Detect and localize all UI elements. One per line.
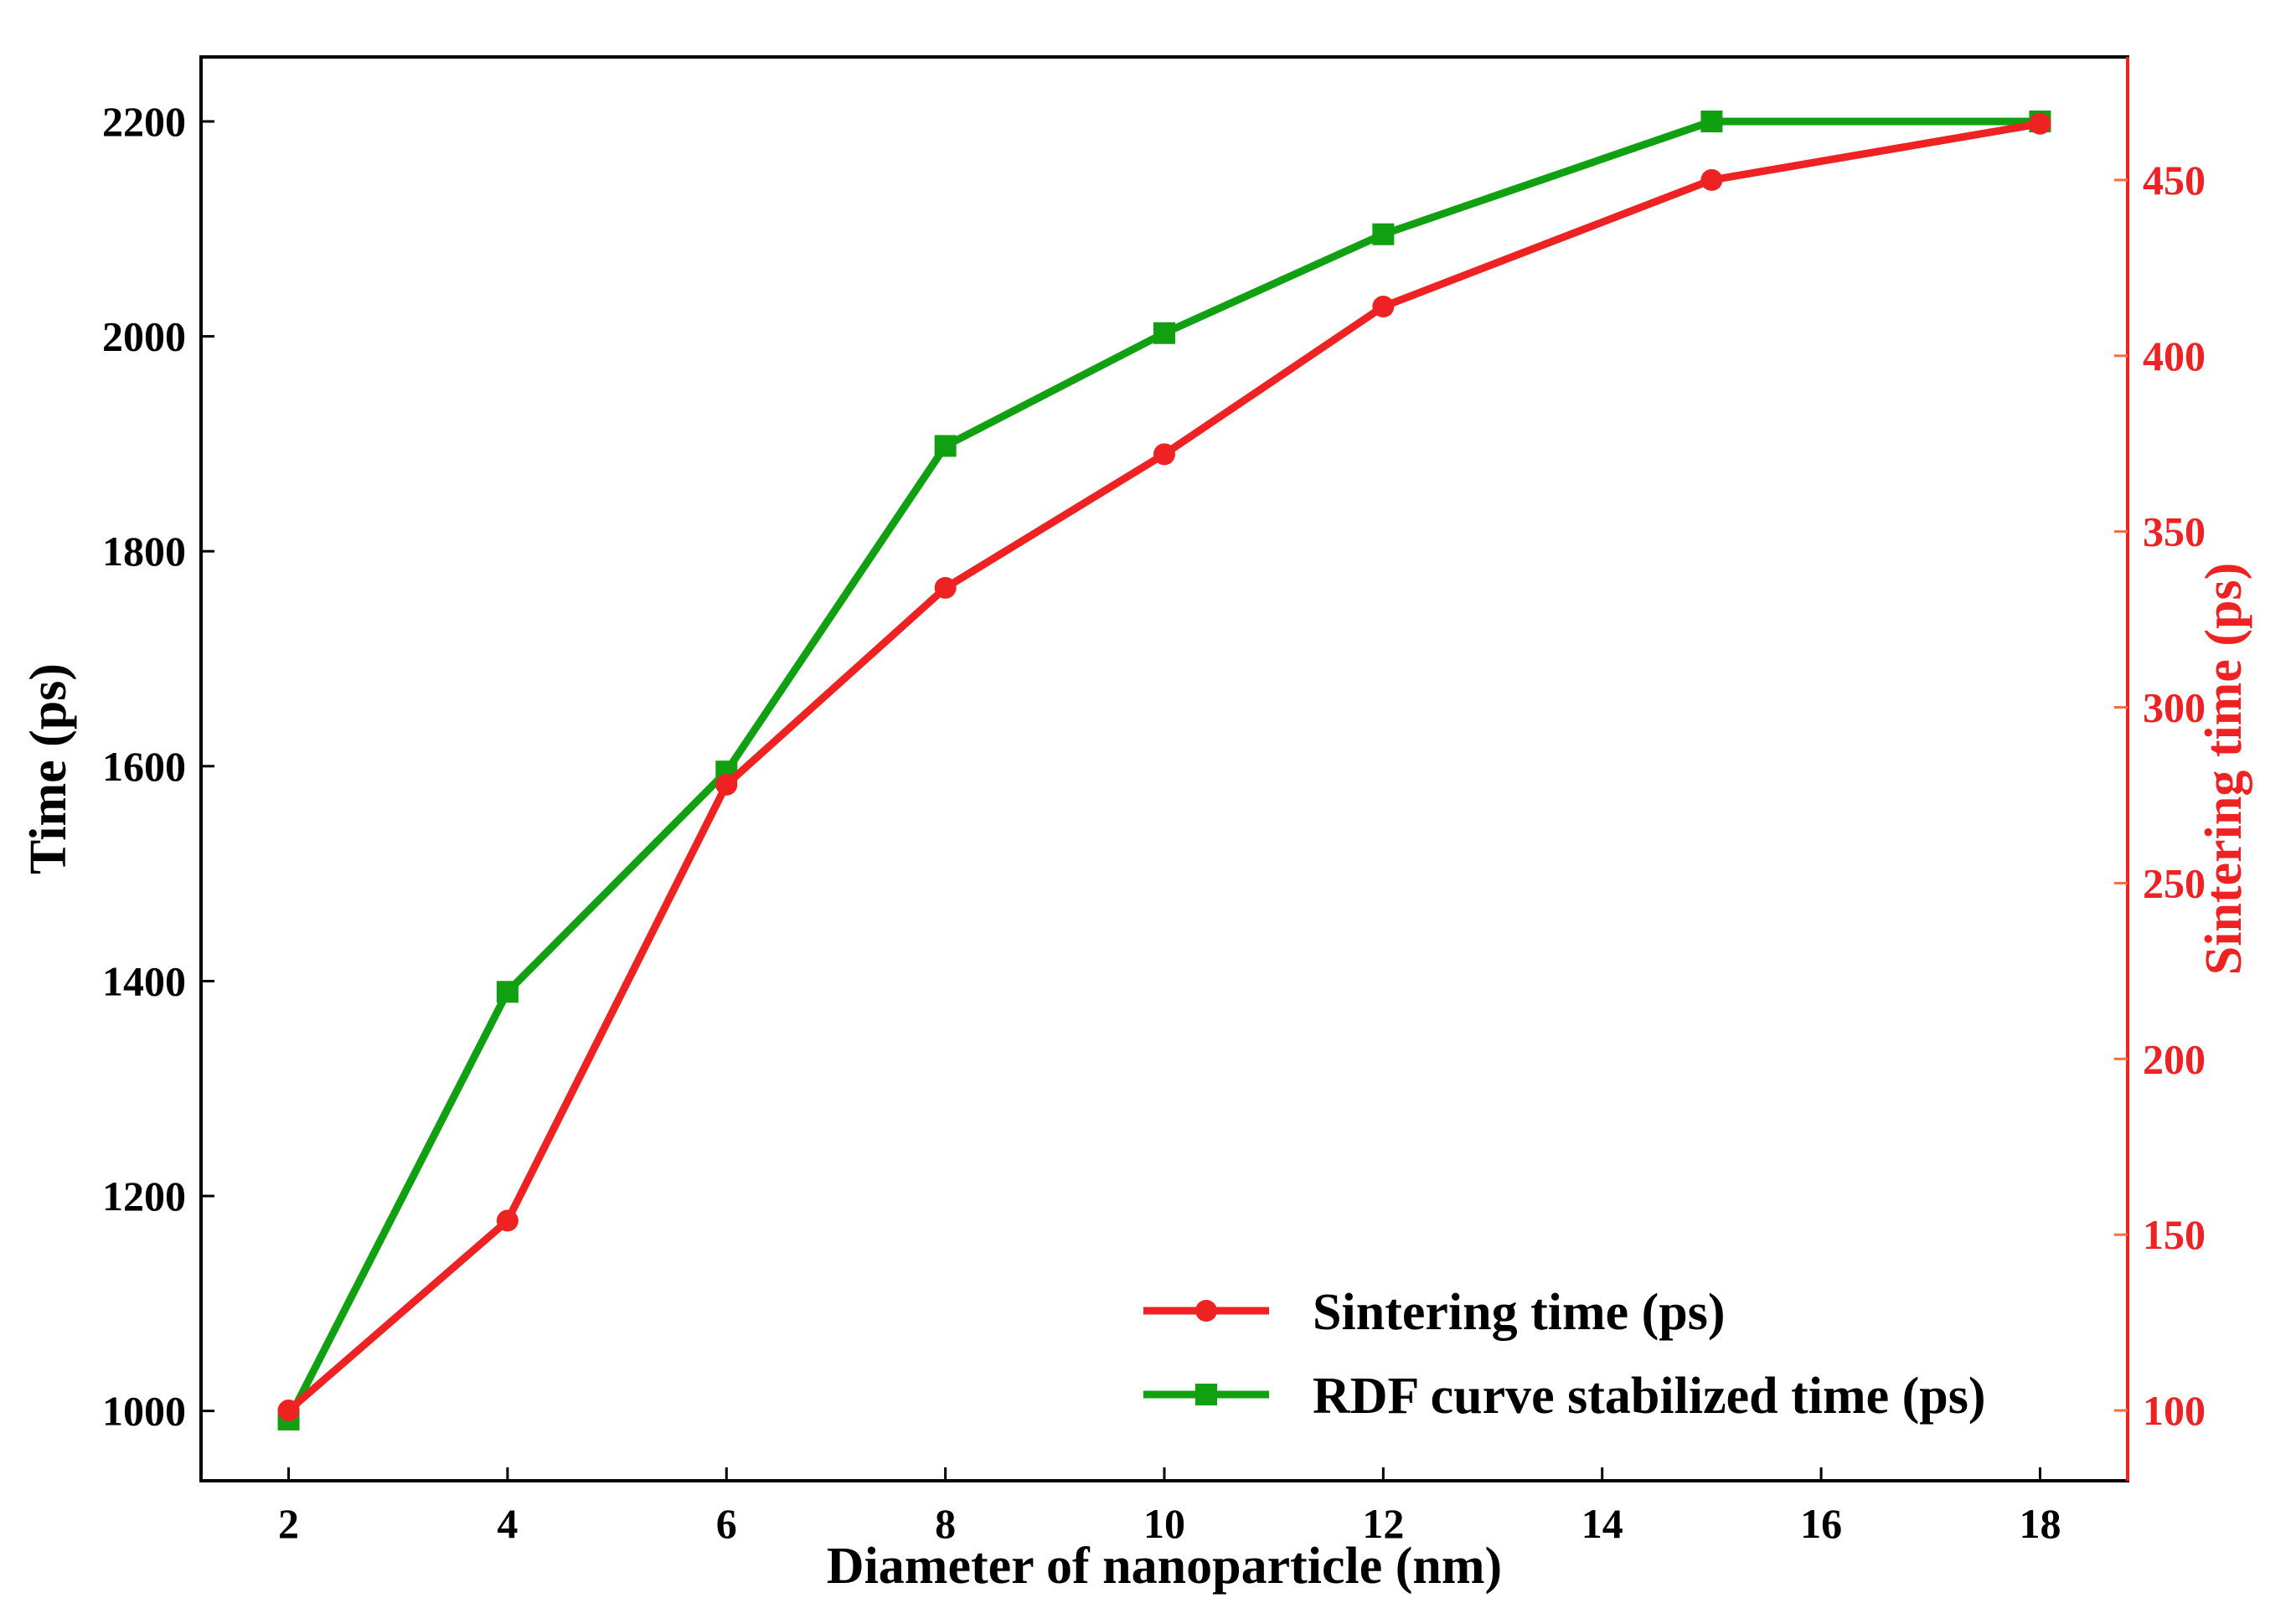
right-y-tick-label: 350 bbox=[2143, 508, 2206, 555]
x-tick-label: 12 bbox=[1362, 1500, 1404, 1547]
left-y-tick-label: 1000 bbox=[102, 1388, 186, 1435]
legend-label-rdf: RDF curve stabilized time (ps) bbox=[1313, 1368, 1986, 1425]
data-point-sintering bbox=[2029, 112, 2051, 135]
data-point-rdf bbox=[496, 981, 519, 1003]
legend: Sintering time (ps) RDF curve stabilized… bbox=[1143, 1284, 1986, 1425]
legend-item-rdf: RDF curve stabilized time (ps) bbox=[1143, 1368, 1986, 1425]
data-point-rdf bbox=[1700, 110, 1723, 132]
data-point-sintering bbox=[1153, 443, 1175, 466]
right-y-tick-label: 150 bbox=[2143, 1211, 2206, 1258]
left-y-tick-label: 2000 bbox=[102, 313, 186, 360]
x-tick-label: 8 bbox=[935, 1500, 956, 1547]
legend-marker-sintering bbox=[1195, 1300, 1217, 1322]
x-tick-label: 18 bbox=[2019, 1500, 2061, 1547]
x-axis-ticks: 2 4 6 8 10 12 14 16 18 bbox=[278, 1467, 2061, 1547]
x-tick-label: 10 bbox=[1143, 1500, 1185, 1547]
data-point-rdf bbox=[1372, 223, 1395, 245]
x-tick-label: 14 bbox=[1581, 1500, 1623, 1547]
left-y-tick-label: 1200 bbox=[102, 1173, 186, 1219]
plot-frame bbox=[199, 55, 2129, 1482]
right-y-axis-ticks: 100 150 200 250 300 350 400 450 bbox=[2114, 157, 2206, 1434]
data-point-sintering bbox=[715, 773, 738, 796]
data-point-sintering bbox=[934, 576, 957, 599]
x-tick-label: 2 bbox=[278, 1500, 299, 1547]
right-y-tick-label: 400 bbox=[2143, 333, 2206, 379]
left-y-axis-title: Time (ps) bbox=[20, 663, 77, 874]
data-point-sintering bbox=[277, 1400, 300, 1422]
right-y-axis-title: Sintering time (ps) bbox=[2195, 563, 2252, 976]
x-axis-title: Diameter of nanoparticle (nm) bbox=[827, 1538, 1502, 1595]
right-y-tick-label: 200 bbox=[2143, 1035, 2206, 1082]
x-tick-label: 6 bbox=[716, 1500, 737, 1547]
data-point-sintering bbox=[1372, 296, 1395, 318]
left-y-tick-label: 1600 bbox=[102, 743, 186, 790]
legend-label-sintering: Sintering time (ps) bbox=[1313, 1284, 1726, 1341]
x-tick-label: 4 bbox=[497, 1500, 518, 1547]
left-y-tick-label: 1800 bbox=[102, 528, 186, 575]
right-y-tick-label: 300 bbox=[2143, 684, 2206, 731]
data-point-rdf bbox=[934, 435, 957, 457]
data-point-sintering bbox=[1700, 168, 1723, 191]
left-y-axis-ticks: 1000 1200 1400 1600 1800 2000 2200 bbox=[102, 98, 214, 1435]
series-line-rdf bbox=[285, 117, 2041, 1421]
data-point-rdf bbox=[1153, 322, 1175, 344]
legend-item-sintering: Sintering time (ps) bbox=[1143, 1284, 1726, 1341]
right-y-tick-label: 450 bbox=[2143, 157, 2206, 204]
legend-marker-rdf bbox=[1195, 1384, 1217, 1405]
right-y-tick-label: 100 bbox=[2143, 1387, 2206, 1434]
series-line-sintering bbox=[286, 120, 2041, 1414]
left-y-tick-label: 2200 bbox=[102, 98, 186, 145]
series-layer bbox=[277, 110, 2051, 1431]
data-point-sintering bbox=[496, 1209, 519, 1232]
x-tick-label: 16 bbox=[1800, 1500, 1842, 1547]
left-y-tick-label: 1400 bbox=[102, 957, 186, 1004]
right-y-tick-label: 250 bbox=[2143, 859, 2206, 906]
